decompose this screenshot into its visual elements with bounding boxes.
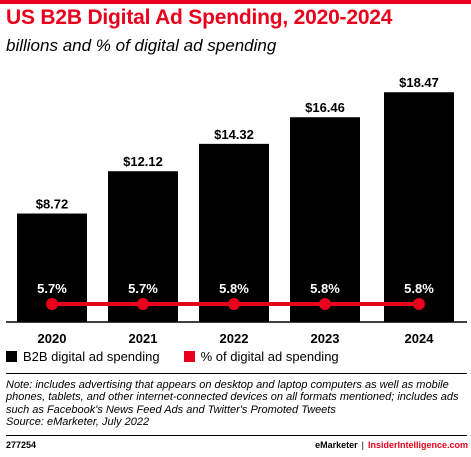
x-tick-label-2023: 2023	[311, 331, 340, 345]
chart-title: US B2B Digital Ad Spending, 2020-2024	[6, 6, 393, 29]
pct-point-2021	[137, 298, 149, 310]
chart-id: 277254	[6, 440, 37, 450]
pct-value-label-2024: 5.8%	[404, 281, 434, 296]
chart-plot: $8.72 2020 $12.12 2021 $14.32 2022 $16.46 2023 $…	[6, 75, 467, 345]
legend-item-line: % of digital ad spending	[183, 349, 339, 364]
footer-brand: eMarketer | InsiderIntelligence.com	[315, 440, 468, 450]
pct-point-2022	[228, 298, 240, 310]
x-tick-label-2020: 2020	[38, 331, 67, 345]
bar-2023	[290, 117, 360, 322]
legend-item-bars: B2B digital ad spending	[6, 349, 160, 364]
brand-separator: |	[361, 440, 364, 450]
x-tick-label-2024: 2024	[405, 331, 435, 345]
bar-2022	[199, 143, 269, 322]
bar-value-label-2021: $12.12	[123, 154, 163, 169]
legend-swatch-line	[183, 351, 195, 362]
pct-value-label-2020: 5.7%	[37, 281, 67, 296]
pct-point-2023	[319, 298, 331, 310]
bar-value-label-2024: $18.47	[399, 75, 439, 90]
note-divider	[6, 373, 467, 374]
footer-divider	[6, 435, 467, 436]
chart-subtitle: billions and % of digital ad spending	[6, 36, 277, 55]
brand-insider-intelligence: InsiderIntelligence.com	[367, 440, 468, 450]
source-text: Source: eMarketer, July 2022	[6, 416, 150, 429]
brand-emarketer: eMarketer	[315, 440, 358, 450]
legend-label-bars: B2B digital ad spending	[23, 349, 160, 364]
pct-value-label-2021: 5.7%	[128, 281, 158, 296]
x-tick-label-2021: 2021	[129, 331, 158, 345]
pct-value-label-2023: 5.8%	[310, 281, 340, 296]
chart-legend: B2B digital ad spending % of digital ad …	[6, 349, 363, 364]
bar-value-label-2022: $14.32	[214, 127, 254, 142]
chart-notes: Note: includes advertising that appears …	[6, 379, 468, 429]
top-accent-rule	[0, 0, 471, 4]
bar-value-label-2020: $8.72	[36, 197, 69, 212]
pct-value-label-2022: 5.8%	[219, 281, 249, 296]
note-text: Note: includes advertising that appears …	[6, 379, 459, 416]
x-tick-label-2022: 2022	[220, 331, 249, 345]
legend-label-line: % of digital ad spending	[200, 349, 339, 364]
bar-2021	[108, 171, 178, 322]
bar-value-label-2023: $16.46	[305, 100, 345, 115]
legend-swatch-bars	[6, 351, 17, 362]
pct-point-2024	[413, 298, 425, 310]
bar-2024	[384, 92, 454, 322]
pct-point-2020	[46, 298, 58, 310]
